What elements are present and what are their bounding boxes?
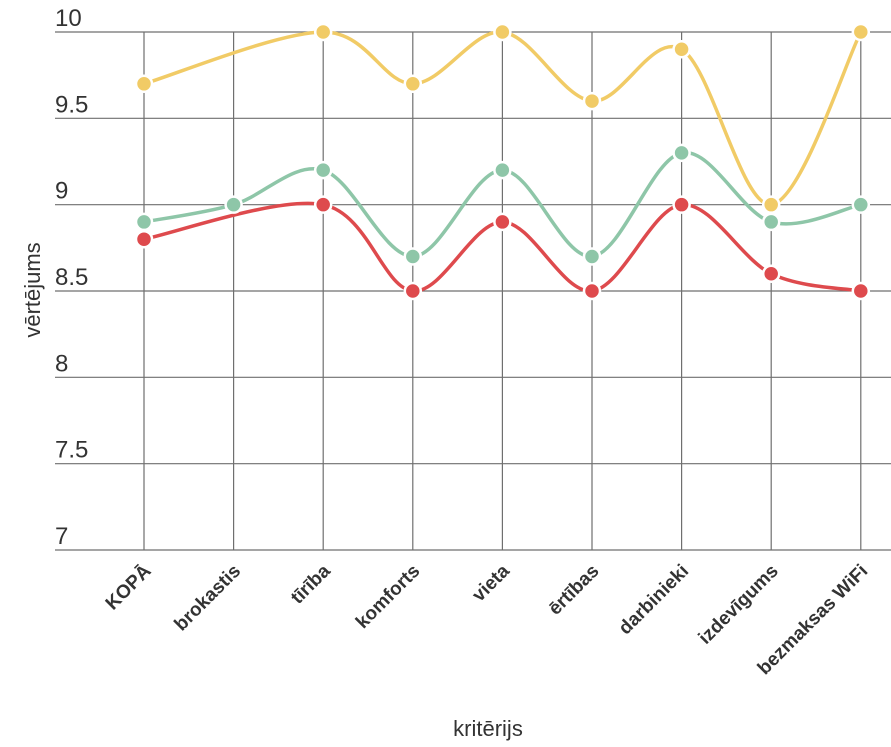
data-point: [403, 247, 423, 266]
x-tick-label: ērtības: [545, 561, 604, 620]
x-tick-label: KOPĀ: [102, 560, 156, 614]
data-point: [761, 264, 781, 283]
data-point: [403, 74, 423, 94]
data-point: [582, 281, 602, 301]
data-point: [134, 74, 154, 94]
data-point: [493, 212, 512, 232]
data-point: [851, 195, 871, 214]
data-point: [582, 247, 602, 266]
x-tick-label: izdevīgums: [695, 561, 783, 649]
data-point: [851, 281, 871, 301]
y-tick-label: 10: [55, 5, 82, 32]
data-point: [851, 22, 871, 42]
data-point: [761, 195, 781, 214]
data-point: [493, 22, 512, 42]
x-axis-ticks: KOPĀ brokastis tīrība komforts vieta ērtības d…: [102, 560, 872, 679]
x-tick-label: komforts: [352, 561, 424, 633]
y-tick-label: 8: [55, 350, 68, 377]
data-point: [493, 160, 512, 180]
x-tick-label: tīrība: [287, 560, 335, 608]
data-point: [761, 212, 781, 232]
x-tick-label: darbinieki: [615, 561, 693, 639]
data-point: [134, 212, 154, 232]
data-point: [313, 22, 333, 42]
y-tick-label: 9: [55, 178, 68, 205]
x-tick-label: brokastis: [171, 561, 246, 636]
x-tick-label: vieta: [468, 560, 514, 606]
y-tick-label: 9.5: [55, 91, 88, 118]
y-axis-ticks: 7 7.5 8 8.5 9 9.5 10: [55, 5, 88, 550]
data-point: [672, 143, 691, 163]
y-tick-label: 8.5: [55, 264, 88, 291]
series-group: [134, 22, 871, 301]
data-point: [672, 40, 691, 59]
y-axis-label: vērtējums: [20, 242, 45, 337]
data-point: [582, 91, 602, 111]
data-point: [224, 195, 243, 214]
y-tick-label: 7: [55, 523, 68, 550]
data-point: [313, 160, 333, 180]
data-point: [403, 281, 423, 301]
y-tick-label: 7.5: [55, 437, 88, 464]
data-point: [134, 229, 154, 249]
x-axis-label: kritērijs: [453, 716, 523, 741]
grid: [55, 31, 891, 551]
data-point: [672, 195, 691, 214]
data-point: [313, 195, 333, 214]
